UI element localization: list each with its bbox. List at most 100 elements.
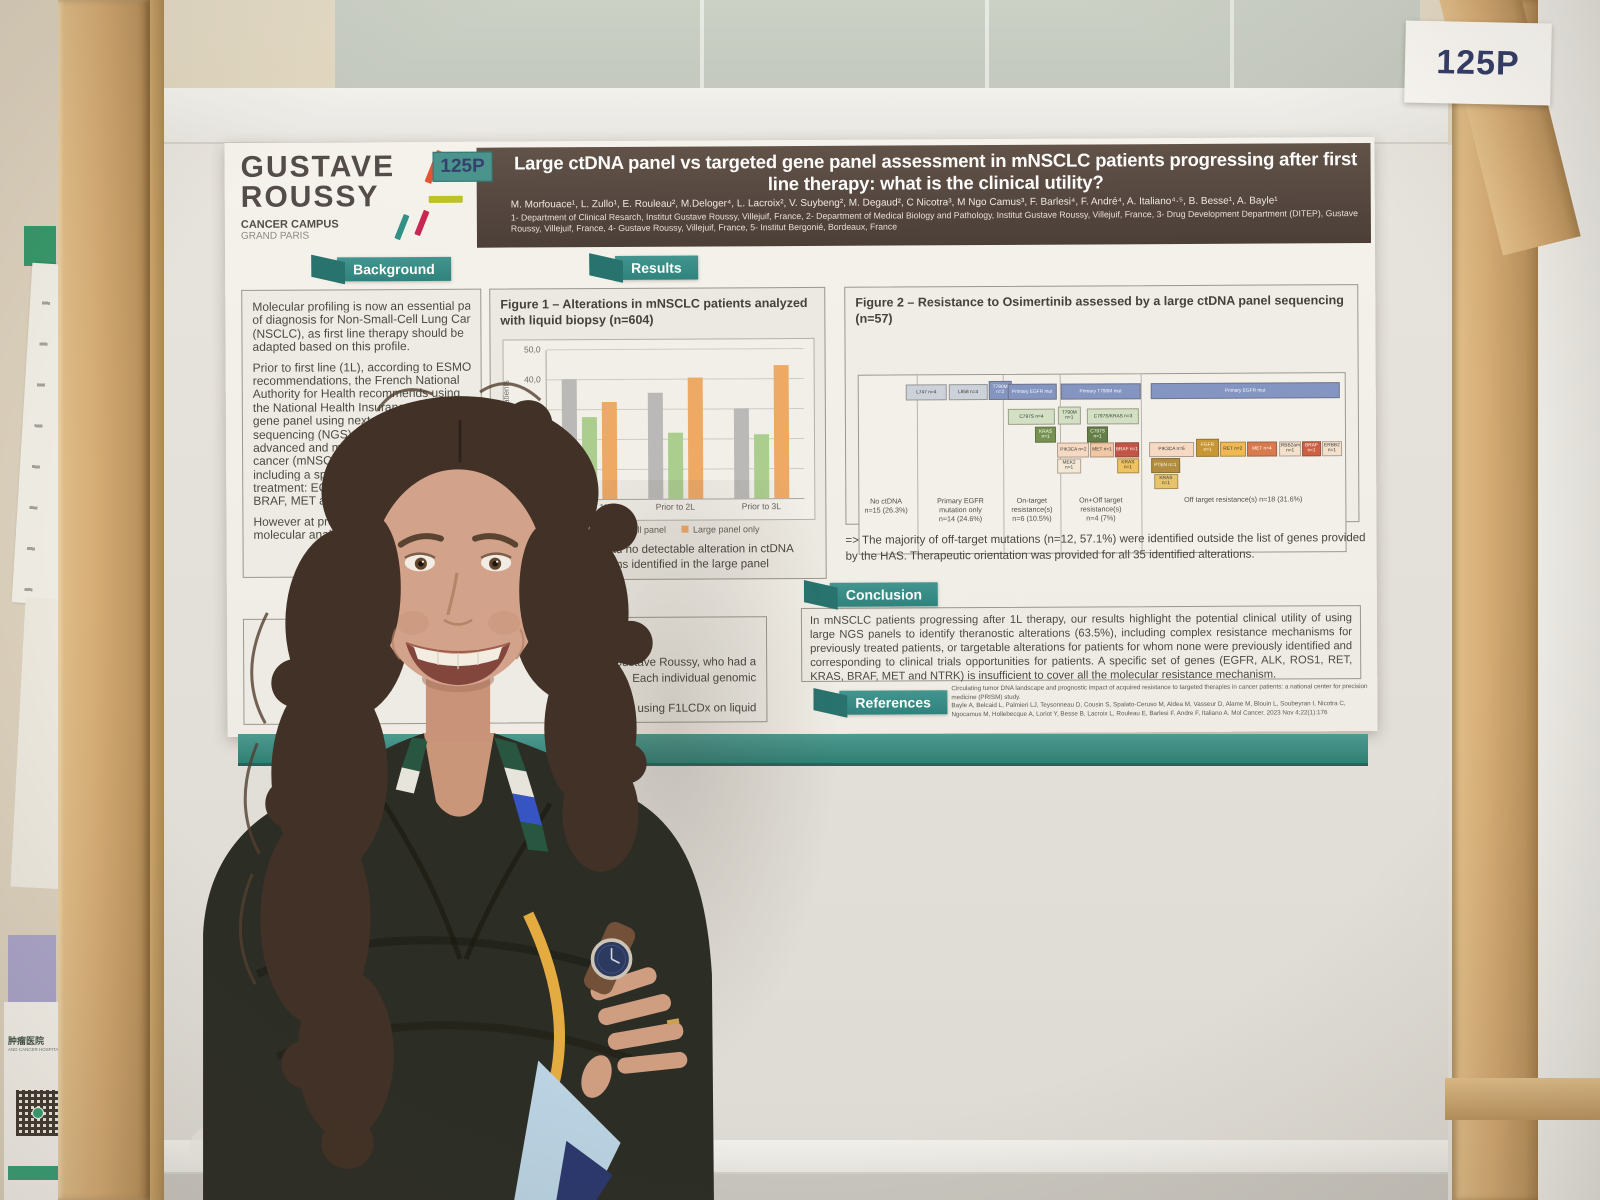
lanyard-scarf: [395, 737, 566, 1099]
wood-post-left-edge: [150, 0, 164, 1200]
poster-title: Large ctDNA panel vs targeted gene panel…: [513, 148, 1358, 195]
mutation-block: PIK3CA n=2: [1057, 442, 1090, 458]
figure2-diagram: L747 n=4 L858 n=4 T790M n=2 Primary EGFR mu…: [857, 372, 1347, 555]
column-label-line: No ctDNA: [870, 496, 903, 506]
text-line: Molecular profiling is now an essential …: [252, 298, 471, 314]
logo-region: GRAND PARIS: [240, 230, 310, 242]
mutation-block: Primary T790M mut: [1060, 383, 1141, 400]
column-separator: [1140, 374, 1143, 553]
column-label: Primary EGFR mutation only n=14 (24.6%): [922, 496, 1000, 523]
panel-seam: [985, 0, 989, 95]
bar-large-panel-only: [773, 364, 789, 499]
face-features: [391, 533, 525, 686]
mutation-block: L747 n=4: [905, 384, 948, 401]
section-banner-results: Results: [589, 253, 698, 284]
mutation-block: BRAF n=1: [1114, 442, 1140, 458]
results-title: Results: [615, 255, 698, 280]
mutation-block: FGFR n=1: [1196, 439, 1219, 457]
column-label-line: Primary EGFR: [937, 496, 984, 506]
y-tick-label: 50,0: [523, 344, 541, 355]
reference-authors: Bayle A, Belcaid L, Palmieri LJ, Teysonn…: [951, 700, 1346, 718]
conclusion-title: Conclusion: [829, 582, 939, 607]
column-label-line: n=6 (10.5%): [1012, 513, 1052, 524]
mutation-block: ERBB2amp n=1: [1278, 441, 1302, 457]
qr-code: [16, 1090, 60, 1136]
column-label-line: n=4 (7%): [1086, 513, 1116, 523]
mutation-block: C797S/KRAS n=3: [1087, 408, 1139, 425]
wall-top-panels: [335, 0, 1420, 95]
section-banner-background: Background: [311, 254, 451, 285]
figure2-note: => The majority of off-target mutations …: [845, 532, 1366, 563]
mutation-block: ERBB2 n=1: [1321, 441, 1343, 457]
column-label-line: Off target resistance(s) n=18 (31.6%): [1184, 494, 1303, 505]
mutation-block: PIK3CA n=6: [1148, 441, 1195, 458]
ring: [666, 1018, 680, 1026]
neighbor-green-square: [24, 226, 56, 266]
room-number-card: 125P: [1404, 20, 1552, 106]
mutation-block: C797S n=1: [1087, 426, 1108, 443]
column-label-line: n=15 (26.3%): [864, 505, 908, 515]
neighbor-purple-chart: [8, 935, 56, 1005]
mutation-block: PTEN n=1: [1150, 457, 1180, 474]
mutation-block: KRAS n=1: [1034, 426, 1057, 443]
column-separator: [1002, 375, 1005, 554]
text-line: of diagnosis for Non-Small-Cell Lung Can…: [252, 312, 471, 327]
conclusion-box: In mNSCLC patients progressing after 1L …: [800, 605, 1362, 683]
column-label: On+Off target resistance(s) n=4 (7%): [1062, 496, 1140, 523]
room-number-label: 125P: [1435, 42, 1521, 83]
mutation-block: MET n=1: [1090, 442, 1114, 458]
neighbor-hospital-cn: 肿瘤医院: [8, 1036, 45, 1046]
figure1-caption: Figure 1 – Alterations in mNSCLC patient…: [500, 295, 808, 328]
mutation-block: C797S n=4: [1007, 408, 1056, 425]
column-label-line: mutation only: [939, 505, 982, 515]
column-label-line: resistance(s): [1080, 504, 1122, 514]
wood-post-left: [58, 0, 150, 1200]
bar-group: [733, 349, 789, 499]
neighbor-hospital-en: AND CANCER HOSPITAL: [8, 1047, 61, 1052]
mutation-block: KRAS n=1: [1116, 458, 1140, 474]
wood-rail-right: [1445, 1078, 1600, 1120]
mutation-block: Primary EGFR mut: [1007, 383, 1057, 401]
conclusion-text: In mNSCLC patients progressing after 1L …: [809, 612, 1353, 683]
text-line: (NSCLC), as first line therapy should be: [252, 325, 464, 341]
mutation-block: BRAF n=1: [1302, 441, 1321, 457]
neighbor-green-band: [8, 1166, 74, 1180]
column-label-line: resistance(s): [1011, 504, 1053, 515]
column-separator: [916, 375, 919, 554]
title-band: Large ctDNA panel vs targeted gene panel…: [476, 143, 1371, 248]
poster-badge-label: 125P: [440, 155, 485, 177]
background-title: Background: [337, 256, 451, 282]
references-title: References: [839, 690, 947, 715]
poster-affiliations: 1- Department of Clinical Resarch, Insti…: [510, 208, 1358, 234]
column-label-line: On+Off target: [1079, 495, 1123, 505]
chest: [423, 733, 495, 817]
column-label: No ctDNA n=15 (26.3%): [859, 497, 913, 515]
references-text: Circulating tumor DNA landscape and prog…: [951, 683, 1371, 719]
mutation-block: MET n=4: [1246, 441, 1278, 457]
panel-seam: [700, 0, 704, 95]
figure2-box: Figure 2 – Resistance to Osimertinib ass…: [844, 284, 1360, 555]
mutation-block: RET n=2: [1219, 441, 1246, 457]
column-label: Off target resistance(s) n=18 (31.6%): [1141, 494, 1345, 505]
mutation-block: MEK2 n=1: [1057, 458, 1081, 474]
column-label: On-target resistance(s) n=6 (10.5%): [1003, 496, 1061, 523]
poster-badge: 125P: [432, 151, 493, 182]
face: [370, 469, 546, 687]
board-top-beam: [148, 88, 1448, 144]
watch: [583, 921, 636, 995]
qr-center-logo: [32, 1107, 44, 1119]
mutation-block: KRAS n=1: [1153, 473, 1179, 490]
hand: [581, 967, 688, 1098]
figure2-caption: Figure 2 – Resistance to Osimertinib ass…: [855, 293, 1344, 326]
text-line: adapted based on this profile.: [252, 339, 411, 354]
panel-seam: [1230, 0, 1234, 95]
column-label-line: n=14 (24.6%): [938, 514, 983, 524]
mutation-block: T790M n=1: [1058, 406, 1081, 425]
logo-dash-yellow: [428, 195, 463, 203]
column-label-line: On-target: [1016, 495, 1048, 506]
mutation-block: L858 n=4: [948, 384, 988, 401]
presenter-person: [203, 382, 714, 1200]
reference-title: Circulating tumor DNA landscape and prog…: [951, 683, 1368, 701]
mutation-block: Primary EGFR mut: [1150, 382, 1340, 400]
